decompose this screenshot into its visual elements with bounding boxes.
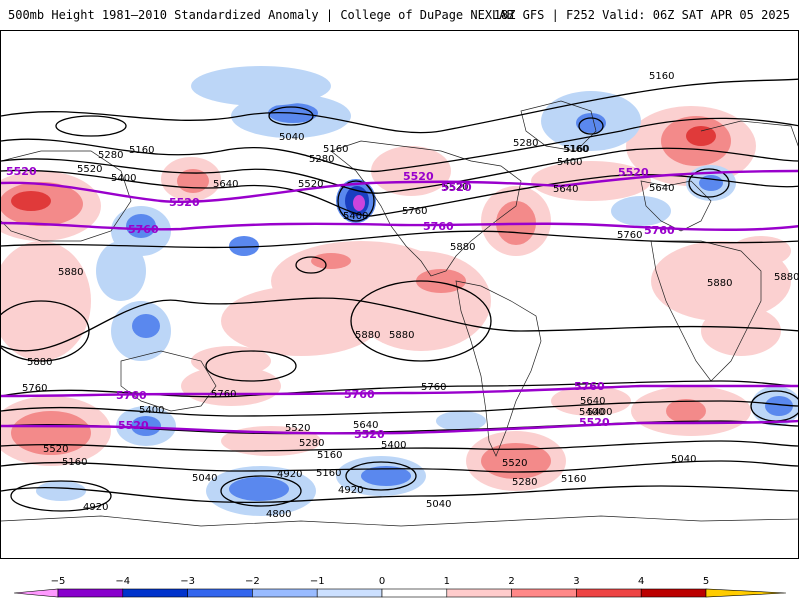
colorbar-segment xyxy=(446,588,512,598)
colorbar-tick-label: −3 xyxy=(180,576,195,587)
colorbar-tick-label: −5 xyxy=(50,576,66,587)
contour-label: 5160 xyxy=(564,144,589,155)
contour-label: 5280 xyxy=(98,150,123,161)
colorbar-segment xyxy=(316,588,383,598)
contour-label: 4920 xyxy=(338,485,363,496)
contour-label: 5880 xyxy=(707,278,732,289)
colorbar-tick-label: −2 xyxy=(245,576,260,587)
contour-label: 5040 xyxy=(671,454,696,465)
anomaly-map: 5160 5040 5280 5160 5280 5160 5400 5520 … xyxy=(1,66,799,527)
colorbar-strip xyxy=(14,588,786,598)
colorbar-tick-label: 5 xyxy=(702,576,710,587)
anomaly-shading xyxy=(1,66,798,516)
contour-label: 5640 xyxy=(649,183,674,194)
contour-label: 5160 xyxy=(62,457,87,468)
contour-label: 5640 xyxy=(580,396,605,407)
contour-label: 5400 xyxy=(111,173,136,184)
contour-label: 5760 xyxy=(344,388,375,401)
contour-label: 5520 xyxy=(77,164,102,175)
contour-label: 5880 xyxy=(355,330,380,341)
contour-label: 5280 xyxy=(299,438,324,449)
contour-label: 5520 xyxy=(298,179,323,190)
colorbar-segment xyxy=(252,588,318,598)
contour-label: 5760 xyxy=(644,224,675,237)
contour-label: 5520 xyxy=(443,182,468,193)
contour-label: 5160 xyxy=(316,468,341,479)
contour-label: 5520 xyxy=(169,196,200,209)
contour-label: 5400 xyxy=(381,440,406,451)
contour-label: 4920 xyxy=(83,502,108,513)
contour-label: 5400 xyxy=(557,157,582,168)
contour-label: 5040 xyxy=(426,499,451,510)
contour-label: 5880 xyxy=(27,357,52,368)
contour-label: 5760 xyxy=(617,230,642,241)
map-title: 500mb Height 1981–2010 Standardized Anom… xyxy=(8,8,514,22)
contour-label: 5520 xyxy=(6,165,37,178)
contour-label: 5640 xyxy=(553,184,578,195)
contour-label: 5520 xyxy=(43,444,68,455)
black-contour-labels: 5160 5040 5280 5160 5280 5160 5400 5520 … xyxy=(22,71,799,520)
colorbar-max-arrow xyxy=(705,588,786,598)
colorbar-tick-label: −4 xyxy=(115,576,131,587)
colorbar-segment xyxy=(576,588,642,598)
contour-label: 5160 xyxy=(323,144,348,155)
contour-label: 5760 xyxy=(211,389,236,400)
contour-label: 5160 xyxy=(563,144,588,155)
contour-label: 4920 xyxy=(277,469,302,480)
contour-label: 5640 xyxy=(213,179,238,190)
contour-label: 5520 xyxy=(441,181,472,194)
contour-label: 5760 xyxy=(574,380,605,393)
contour-label: 4800 xyxy=(266,509,291,520)
contour-label: 5160 xyxy=(317,450,342,461)
contour-label: 5880 xyxy=(58,267,83,278)
colorbar-tick-label: 1 xyxy=(443,576,450,587)
colorbar-tick-label: 3 xyxy=(573,576,580,587)
contour-label: 5520 xyxy=(502,458,527,469)
contour-label: 5880 xyxy=(389,330,414,341)
contour-label: 5520 xyxy=(118,419,149,432)
contour-label: 5280 xyxy=(309,154,334,165)
colorbar-segment xyxy=(511,588,577,598)
colorbar-segment xyxy=(187,588,253,598)
contour-label: 5280 xyxy=(513,138,538,149)
contour-label: 5520 xyxy=(285,423,310,434)
contour-label: 5520 xyxy=(354,428,385,441)
contour-label: 5160 xyxy=(649,71,674,82)
map-panel[interactable]: 5160 5040 5280 5160 5280 5160 5400 5520 … xyxy=(0,30,799,559)
contour-label: 5520 xyxy=(403,170,434,183)
contour-label: 5760 xyxy=(116,389,147,402)
contour-label: 5400 xyxy=(579,407,604,418)
contour-label: 5760 xyxy=(402,206,427,217)
colorbar-tick-label: 4 xyxy=(638,576,645,587)
contour-label: 5760 xyxy=(128,223,159,236)
colorbar-segment xyxy=(640,588,707,598)
contour-label: 5160 xyxy=(561,474,586,485)
colorbar-tick-label: 2 xyxy=(508,576,515,587)
contour-label: 5520 xyxy=(618,166,649,179)
contour-label: 5160 xyxy=(129,145,154,156)
contour-label: 5400 xyxy=(587,407,612,418)
contour-label: 5520 xyxy=(579,416,610,429)
purple-contour-labels: 5520 5520 5760 5760 5760 5760 5760 5520 … xyxy=(6,165,675,441)
contour-label: 5280 xyxy=(512,477,537,488)
coastlines xyxy=(1,100,798,527)
contour-label: 5040 xyxy=(192,473,217,484)
contour-label: 5760 xyxy=(22,383,47,394)
contour-label: 5880 xyxy=(774,272,799,283)
contour-label: 5640 xyxy=(353,420,378,431)
colorbar-segment xyxy=(381,588,448,598)
colorbar-tick-label: −1 xyxy=(309,576,325,587)
contour-label: 5400 xyxy=(343,211,368,222)
contour-label: 5880 xyxy=(450,242,475,253)
climatology-contours xyxy=(1,169,798,435)
colorbar-min-arrow xyxy=(14,588,59,598)
model-run-info: 18Z GFS | F252 Valid: 06Z SAT APR 05 202… xyxy=(493,8,790,22)
contour-label: 5400 xyxy=(139,405,164,416)
colorbar-tick-label: 0 xyxy=(378,576,386,587)
contour-label: 5040 xyxy=(279,132,304,143)
contour-label: 5760 xyxy=(421,382,446,393)
colorbar-segment xyxy=(122,588,188,598)
colorbar-segment xyxy=(57,588,124,598)
contour-label: 5760 xyxy=(423,220,454,233)
